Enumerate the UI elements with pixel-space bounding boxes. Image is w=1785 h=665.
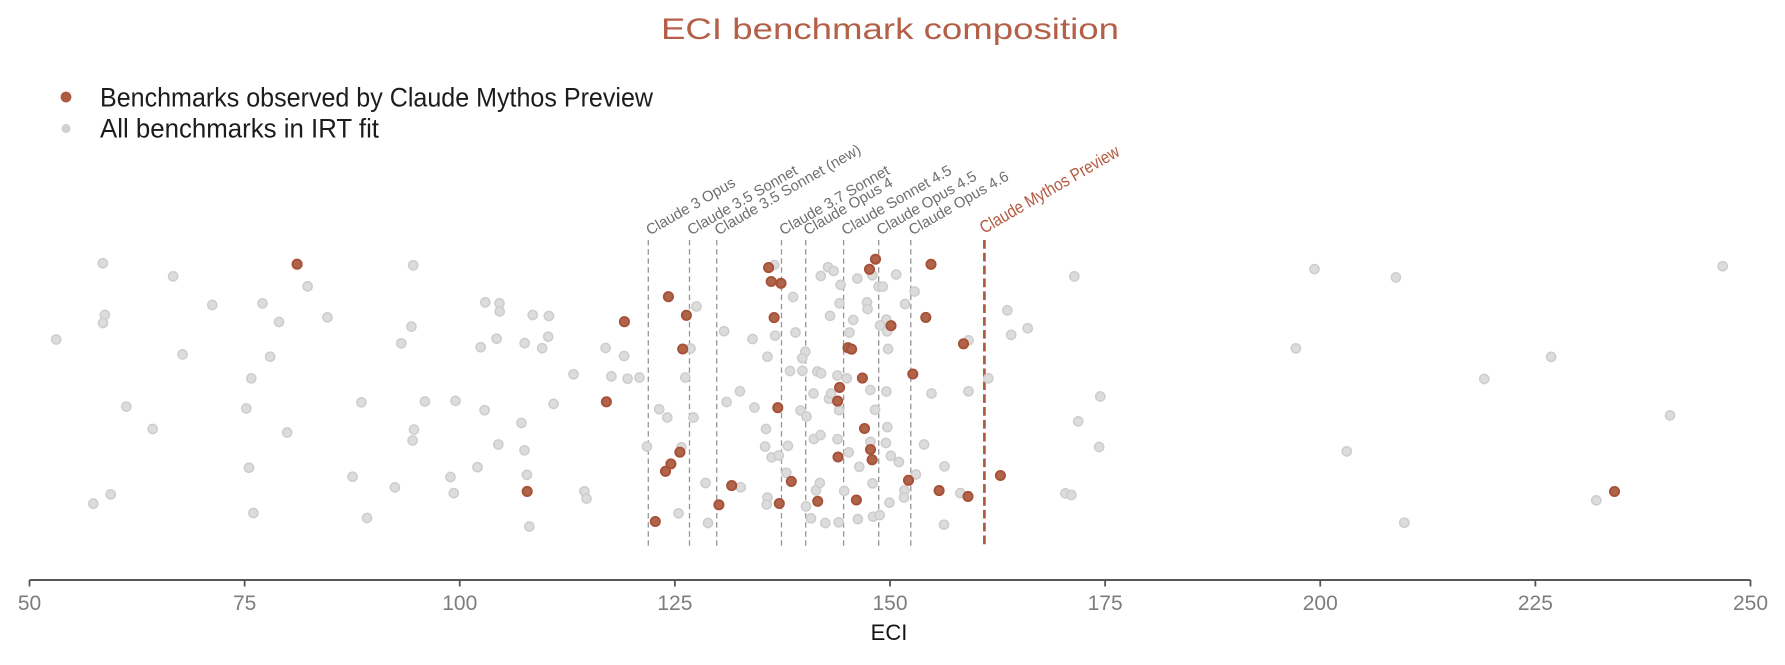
- svg-text:225: 225: [1518, 592, 1553, 615]
- svg-text:250: 250: [1733, 592, 1768, 615]
- svg-text:175: 175: [1088, 592, 1123, 615]
- svg-text:50: 50: [18, 592, 41, 615]
- svg-text:ECI: ECI: [871, 620, 908, 645]
- svg-text:200: 200: [1303, 592, 1338, 615]
- svg-text:100: 100: [442, 592, 477, 615]
- svg-text:ECI benchmark composition: ECI benchmark composition: [661, 13, 1119, 46]
- svg-text:Benchmarks observed by Claude: Benchmarks observed by Claude Mythos Pre…: [100, 83, 654, 113]
- svg-text:All benchmarks in IRT fit: All benchmarks in IRT fit: [100, 114, 380, 144]
- svg-text:75: 75: [233, 592, 256, 615]
- svg-text:125: 125: [657, 592, 692, 615]
- svg-text:150: 150: [872, 592, 907, 615]
